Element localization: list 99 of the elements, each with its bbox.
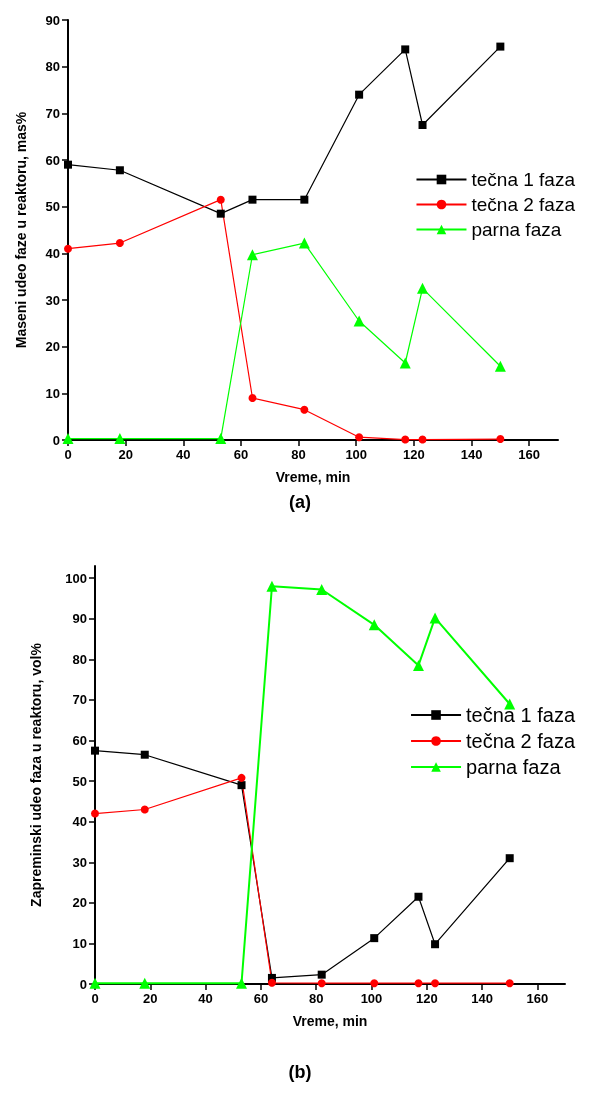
point [316, 584, 328, 596]
point [266, 580, 278, 592]
y-tick-label: 20 [45, 339, 60, 355]
point [248, 195, 257, 204]
x-tick-label: 40 [176, 447, 191, 462]
y-tick-label: 70 [45, 105, 60, 121]
point [414, 892, 423, 901]
point [431, 940, 440, 949]
x-axis-title: Vreme, min [292, 1013, 368, 1029]
point [115, 239, 124, 248]
x-tick-label: 60 [253, 991, 269, 1006]
point [64, 160, 72, 169]
y-tick-label: 10 [45, 385, 60, 401]
y-tick-label: 70 [72, 692, 87, 708]
x-tick-label: 20 [143, 991, 158, 1006]
point [355, 433, 364, 442]
y-tick-label: 80 [72, 651, 87, 667]
point [496, 42, 505, 51]
point [370, 979, 379, 988]
x-tick-label: 40 [198, 991, 213, 1006]
y-tick-label: 50 [72, 773, 87, 789]
x-axis-title: Vreme, min [275, 469, 351, 485]
y-tick-label: 80 [45, 59, 60, 75]
y-tick-label: 60 [45, 152, 60, 168]
point [368, 619, 380, 631]
y-tick-label: 90 [72, 611, 87, 627]
point [418, 121, 427, 129]
point [401, 435, 410, 444]
point [494, 360, 506, 372]
x-tick-label: 160 [518, 447, 541, 462]
x-tick-label: 120 [403, 447, 425, 462]
x-tick-label: 60 [233, 447, 249, 462]
point [298, 237, 310, 249]
x-tick-label: 140 [460, 447, 483, 462]
x-tick-label: 20 [118, 447, 133, 462]
point [248, 394, 257, 402]
point [216, 209, 225, 218]
text: (b) [288, 1062, 312, 1082]
y-tick-label: 30 [45, 292, 60, 308]
point [496, 435, 505, 444]
point [237, 773, 246, 782]
point [246, 249, 258, 261]
y-tick-label: 100 [65, 570, 87, 586]
point [370, 934, 379, 943]
point [237, 781, 246, 790]
point [115, 166, 124, 175]
point [414, 979, 423, 988]
x-tick-label: 0 [91, 991, 99, 1006]
point [139, 977, 151, 989]
x-tick-label: 80 [291, 447, 306, 462]
x-tick-label: 140 [471, 991, 493, 1006]
point [418, 435, 427, 444]
point [401, 45, 410, 54]
legend-label: parna faza [471, 219, 562, 240]
point [215, 433, 227, 445]
legend-label: parna faza [466, 756, 562, 778]
point [355, 90, 364, 99]
legend-label: tečna 2 faza [466, 730, 576, 752]
text: (a) [289, 492, 312, 512]
point [317, 979, 326, 988]
y-tick-label: 0 [79, 976, 87, 992]
point [505, 854, 514, 863]
point [431, 979, 440, 988]
point [399, 357, 411, 369]
point [353, 315, 365, 327]
point [91, 809, 99, 818]
point [317, 970, 326, 979]
x-tick-label: 120 [415, 991, 438, 1006]
point [91, 746, 99, 755]
point [505, 979, 514, 988]
point [412, 659, 424, 671]
y-tick-label: 0 [52, 432, 60, 448]
legend-label: tečna 2 faza [471, 194, 576, 215]
x-tick-label: 160 [526, 991, 549, 1006]
x-tick-label: 100 [345, 447, 368, 462]
y-tick-label: 40 [72, 814, 87, 830]
y-tick-label: 50 [45, 199, 60, 215]
point [267, 978, 276, 987]
point [216, 195, 225, 204]
legend-label: tečna 1 faza [471, 169, 576, 190]
y-tick-label: 90 [45, 12, 60, 28]
point [140, 805, 149, 814]
point [140, 750, 149, 759]
y-axis-title: Maseni udeo faze u reaktoru, mas% [13, 111, 29, 349]
y-tick-label: 10 [72, 935, 87, 951]
point [64, 244, 72, 253]
point [300, 195, 309, 204]
x-tick-label: 100 [360, 991, 383, 1006]
point [300, 405, 309, 414]
legend-label: tečna 1 faza [466, 704, 576, 726]
point [114, 433, 126, 445]
point [417, 282, 429, 294]
y-tick-label: 20 [72, 895, 87, 911]
y-axis-title: Zapreminski udeo faza u reaktoru, vol% [28, 642, 44, 907]
y-tick-label: 40 [45, 245, 60, 261]
y-tick-label: 30 [72, 854, 87, 870]
y-tick-label: 60 [72, 733, 87, 748]
point [429, 612, 441, 624]
x-tick-label: 80 [308, 991, 324, 1006]
